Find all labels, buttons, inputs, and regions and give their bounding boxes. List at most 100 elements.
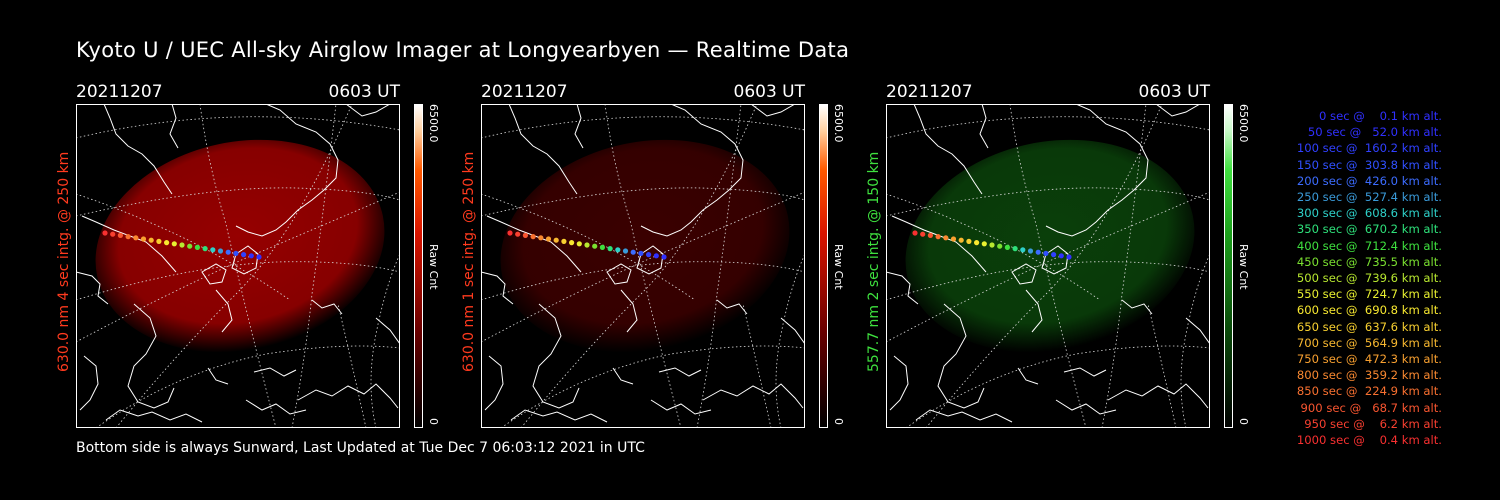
panel-1-cbar-unit: Raw Cnt (427, 244, 440, 290)
panel-2-ylabel: 630.0 nm 1 sec intg. @ 250 km (461, 152, 477, 372)
coastline (702, 383, 804, 409)
legend-entry: 700 sec @ 564.9 km alt. (1293, 335, 1442, 350)
legend-entry: 650 sec @ 637.6 km alt. (1293, 319, 1442, 334)
lat-lon-gridline (1009, 104, 1087, 428)
trajectory-point (950, 236, 957, 242)
trajectory-point (110, 231, 116, 237)
legend-entry: 300 sec @ 608.6 km alt. (1293, 206, 1442, 221)
lat-lon-gridline (886, 191, 1210, 343)
trajectory-point (171, 241, 177, 247)
trajectory-point (927, 232, 933, 238)
panel-frame (76, 104, 400, 428)
coastline (532, 303, 580, 409)
panel-2-colorbar (819, 104, 828, 428)
lat-lon-gridline (1147, 303, 1177, 428)
coastline (1155, 104, 1201, 117)
trajectory-point (194, 244, 200, 250)
trajectory-point (997, 243, 1003, 249)
legend-entry: 900 sec @ 68.7 km alt. (1296, 400, 1442, 415)
trajectory-point (935, 234, 941, 240)
lat-lon-gridline (370, 253, 400, 428)
panel-3-ylabel: 557.7 nm 2 sec intg. @ 150 km (866, 152, 882, 372)
trajectory-point (1051, 252, 1057, 258)
coastline (915, 409, 1013, 423)
trajectory-point (538, 235, 544, 241)
coastline (235, 104, 339, 237)
panel-3-image[interactable] (886, 104, 1210, 428)
trajectory-point (125, 234, 131, 240)
coastline (889, 355, 909, 411)
coastline (1017, 367, 1039, 385)
lat-lon-gridline (1180, 253, 1210, 428)
coastline (103, 104, 173, 195)
legend-entry: 850 sec @ 224.9 km alt. (1293, 384, 1442, 399)
legend-entry: 400 sec @ 712.4 km alt. (1293, 238, 1442, 253)
trajectory-point (545, 236, 552, 242)
airglow-image (95, 139, 385, 353)
legend-entry: 350 sec @ 670.2 km alt. (1293, 222, 1442, 237)
trajectory-legend: 0 sec @ 0.1 km alt. 50 sec @ 52.0 km alt… (1262, 108, 1442, 448)
coastline (508, 104, 578, 195)
trajectory-point (607, 246, 613, 252)
trajectory-point (592, 243, 598, 249)
legend-entry: 250 sec @ 527.4 km alt. (1293, 190, 1442, 205)
trajectory-point (225, 249, 231, 255)
trajectory-point (156, 238, 162, 244)
coastline (510, 409, 608, 423)
coastline (606, 263, 632, 285)
coastline (650, 399, 712, 415)
trajectory-point (202, 246, 208, 252)
coastline (375, 317, 400, 345)
lat-lon-gridline (76, 191, 400, 343)
trajectory-point (117, 232, 123, 238)
trajectory-point (102, 230, 108, 236)
trajectory-point (1004, 244, 1010, 250)
panel-frame (886, 104, 1210, 428)
airglow-image (500, 139, 790, 353)
trajectory-point (507, 230, 513, 236)
coastline (1055, 399, 1117, 415)
panel-1-cbar-min: 0 (427, 418, 440, 425)
coastline (658, 367, 702, 377)
lat-lon-gridline (500, 345, 805, 428)
coastline (937, 303, 985, 409)
trajectory-point (148, 237, 154, 243)
coastline (1063, 367, 1107, 377)
panel-3-cbar-min: 0 (1237, 418, 1250, 425)
trajectory-point (615, 247, 621, 253)
legend-entry: 500 sec @ 739.6 km alt. (1293, 271, 1442, 286)
trajectory-point (661, 254, 667, 260)
trajectory-point (622, 248, 629, 254)
legend-entry: 1000 sec @ 0.4 km alt. (1296, 433, 1442, 448)
trajectory-point (974, 240, 980, 246)
trajectory-point (1058, 253, 1064, 259)
coastline (1107, 383, 1209, 409)
coastline (1025, 289, 1043, 333)
lat-lon-gridline (886, 187, 1210, 217)
lat-lon-gridline (95, 345, 400, 428)
panel-1-image[interactable] (76, 104, 400, 428)
trajectory-point (638, 250, 644, 256)
lat-lon-gridline (481, 193, 696, 301)
legend-entry: 600 sec @ 690.8 km alt. (1293, 303, 1442, 318)
legend-entry: 550 sec @ 724.7 km alt. (1293, 287, 1442, 302)
panel-3-cbar-unit: Raw Cnt (1237, 244, 1250, 290)
coastline (201, 263, 227, 285)
coastline (574, 104, 584, 149)
panel-2-cbar-max: 6500.0 (832, 104, 845, 143)
panel-2-image[interactable] (481, 104, 805, 428)
trajectory-point (256, 254, 262, 260)
panel-3-date: 20211207 (886, 82, 973, 102)
panel-1-ylabel-text: 630.0 nm 4 sec intg. @ 250 km (56, 151, 72, 372)
trajectory-point (576, 241, 582, 247)
coastline (612, 367, 634, 385)
coastline (207, 367, 229, 385)
legend-entry: 950 sec @ 6.2 km alt. (1300, 416, 1442, 431)
coastline (481, 271, 514, 305)
trajectory-point (233, 250, 239, 256)
trajectory-point (210, 247, 216, 253)
lat-lon-gridline (291, 104, 337, 428)
coastline (345, 104, 391, 117)
trajectory-point (553, 237, 559, 243)
panel-frame (481, 104, 805, 428)
